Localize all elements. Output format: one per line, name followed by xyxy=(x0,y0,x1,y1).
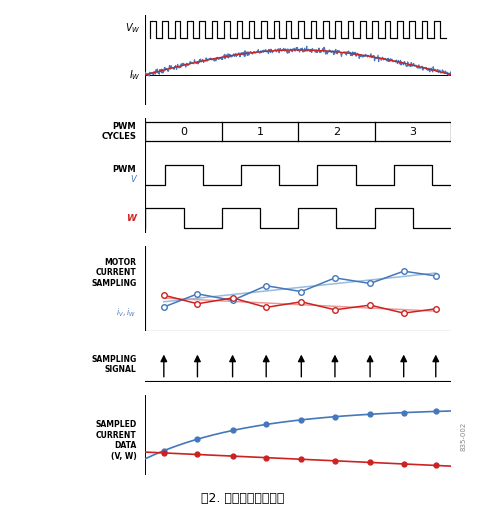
Text: 2: 2 xyxy=(332,127,339,136)
Text: SAMPLED
CURRENT
DATA
(V, W): SAMPLED CURRENT DATA (V, W) xyxy=(95,420,136,461)
Text: $V_W$: $V_W$ xyxy=(125,21,141,35)
Text: 图2. 平均电流采样图解: 图2. 平均电流采样图解 xyxy=(200,492,284,505)
Text: $I_W$: $I_W$ xyxy=(129,68,141,82)
Text: 3: 3 xyxy=(408,127,415,136)
Text: 835-002: 835-002 xyxy=(459,422,465,451)
Text: 0: 0 xyxy=(180,127,187,136)
Text: $i_V$, $i_W$: $i_V$, $i_W$ xyxy=(116,306,136,319)
Text: PWM
CYCLES: PWM CYCLES xyxy=(101,122,136,141)
Text: V: V xyxy=(130,175,136,184)
Text: W: W xyxy=(126,213,136,223)
Text: SAMPLING
SIGNAL: SAMPLING SIGNAL xyxy=(91,355,136,374)
Text: MOTOR
CURRENT
SAMPLING: MOTOR CURRENT SAMPLING xyxy=(91,258,136,288)
Text: PWM: PWM xyxy=(112,165,136,174)
Text: 1: 1 xyxy=(256,127,263,136)
Bar xyxy=(145,122,450,142)
